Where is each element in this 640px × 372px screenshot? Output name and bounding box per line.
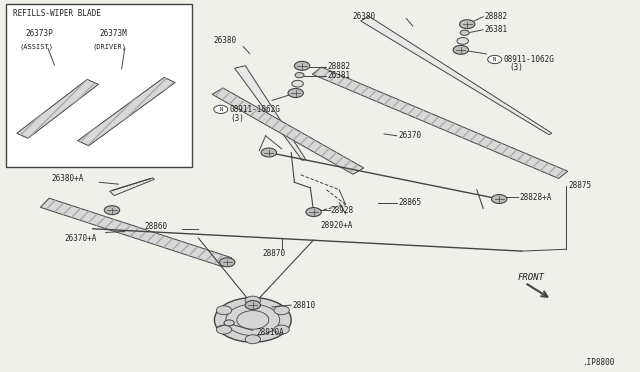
Polygon shape xyxy=(360,16,552,135)
Text: 28875: 28875 xyxy=(568,182,591,190)
Polygon shape xyxy=(312,67,568,179)
Circle shape xyxy=(104,206,120,215)
Circle shape xyxy=(245,296,260,305)
Circle shape xyxy=(274,306,289,315)
Text: 26373M: 26373M xyxy=(99,29,127,38)
Text: 28810: 28810 xyxy=(292,301,316,310)
Circle shape xyxy=(261,148,276,157)
FancyBboxPatch shape xyxy=(6,4,192,167)
Text: 28910A: 28910A xyxy=(256,328,284,337)
Circle shape xyxy=(214,298,291,342)
Polygon shape xyxy=(40,198,232,267)
Circle shape xyxy=(457,38,468,44)
Text: 28882: 28882 xyxy=(328,62,351,71)
Text: (ASSIST): (ASSIST) xyxy=(19,43,53,50)
Text: 28860: 28860 xyxy=(144,222,167,231)
Circle shape xyxy=(488,55,502,64)
Circle shape xyxy=(294,61,310,70)
Text: (DRIVER): (DRIVER) xyxy=(93,43,127,50)
Circle shape xyxy=(245,335,260,344)
Circle shape xyxy=(216,306,232,315)
Circle shape xyxy=(492,195,507,203)
Text: 28828+A: 28828+A xyxy=(520,193,552,202)
Text: (3): (3) xyxy=(230,114,244,123)
Text: 26370+A: 26370+A xyxy=(64,234,97,243)
Circle shape xyxy=(216,325,232,334)
Text: 28882: 28882 xyxy=(484,12,508,21)
Text: 28920+A: 28920+A xyxy=(320,221,353,230)
Text: 28865: 28865 xyxy=(398,198,421,207)
Text: 08911-1062G: 08911-1062G xyxy=(229,105,280,114)
Text: REFILLS-WIPER BLADE: REFILLS-WIPER BLADE xyxy=(13,9,100,17)
Circle shape xyxy=(288,89,303,97)
Text: 26381: 26381 xyxy=(484,25,508,34)
Circle shape xyxy=(295,73,304,78)
Text: 28928: 28928 xyxy=(331,206,354,215)
Text: 28870: 28870 xyxy=(262,249,285,258)
Circle shape xyxy=(306,208,321,217)
Circle shape xyxy=(245,301,260,310)
Polygon shape xyxy=(17,79,99,138)
Circle shape xyxy=(460,30,469,35)
Text: FRONT: FRONT xyxy=(517,273,544,282)
Text: 26370: 26370 xyxy=(398,131,421,140)
Polygon shape xyxy=(77,77,175,146)
Text: (3): (3) xyxy=(509,63,524,72)
Polygon shape xyxy=(235,66,306,160)
Circle shape xyxy=(453,45,468,54)
Circle shape xyxy=(460,20,475,29)
Text: N: N xyxy=(493,57,497,62)
Circle shape xyxy=(220,258,235,267)
Circle shape xyxy=(274,325,289,334)
Circle shape xyxy=(224,320,234,326)
Text: 26381: 26381 xyxy=(328,71,351,80)
Text: 26380: 26380 xyxy=(352,12,375,21)
Text: 26380: 26380 xyxy=(214,36,237,45)
Circle shape xyxy=(214,105,228,113)
Text: N: N xyxy=(219,107,223,112)
Circle shape xyxy=(292,80,303,87)
Polygon shape xyxy=(109,178,154,196)
Text: 08911-1062G: 08911-1062G xyxy=(503,55,554,64)
Text: 26380+A: 26380+A xyxy=(51,174,84,183)
Text: .IP8800: .IP8800 xyxy=(582,358,614,367)
Text: 26373P: 26373P xyxy=(26,29,53,38)
Polygon shape xyxy=(212,88,364,174)
